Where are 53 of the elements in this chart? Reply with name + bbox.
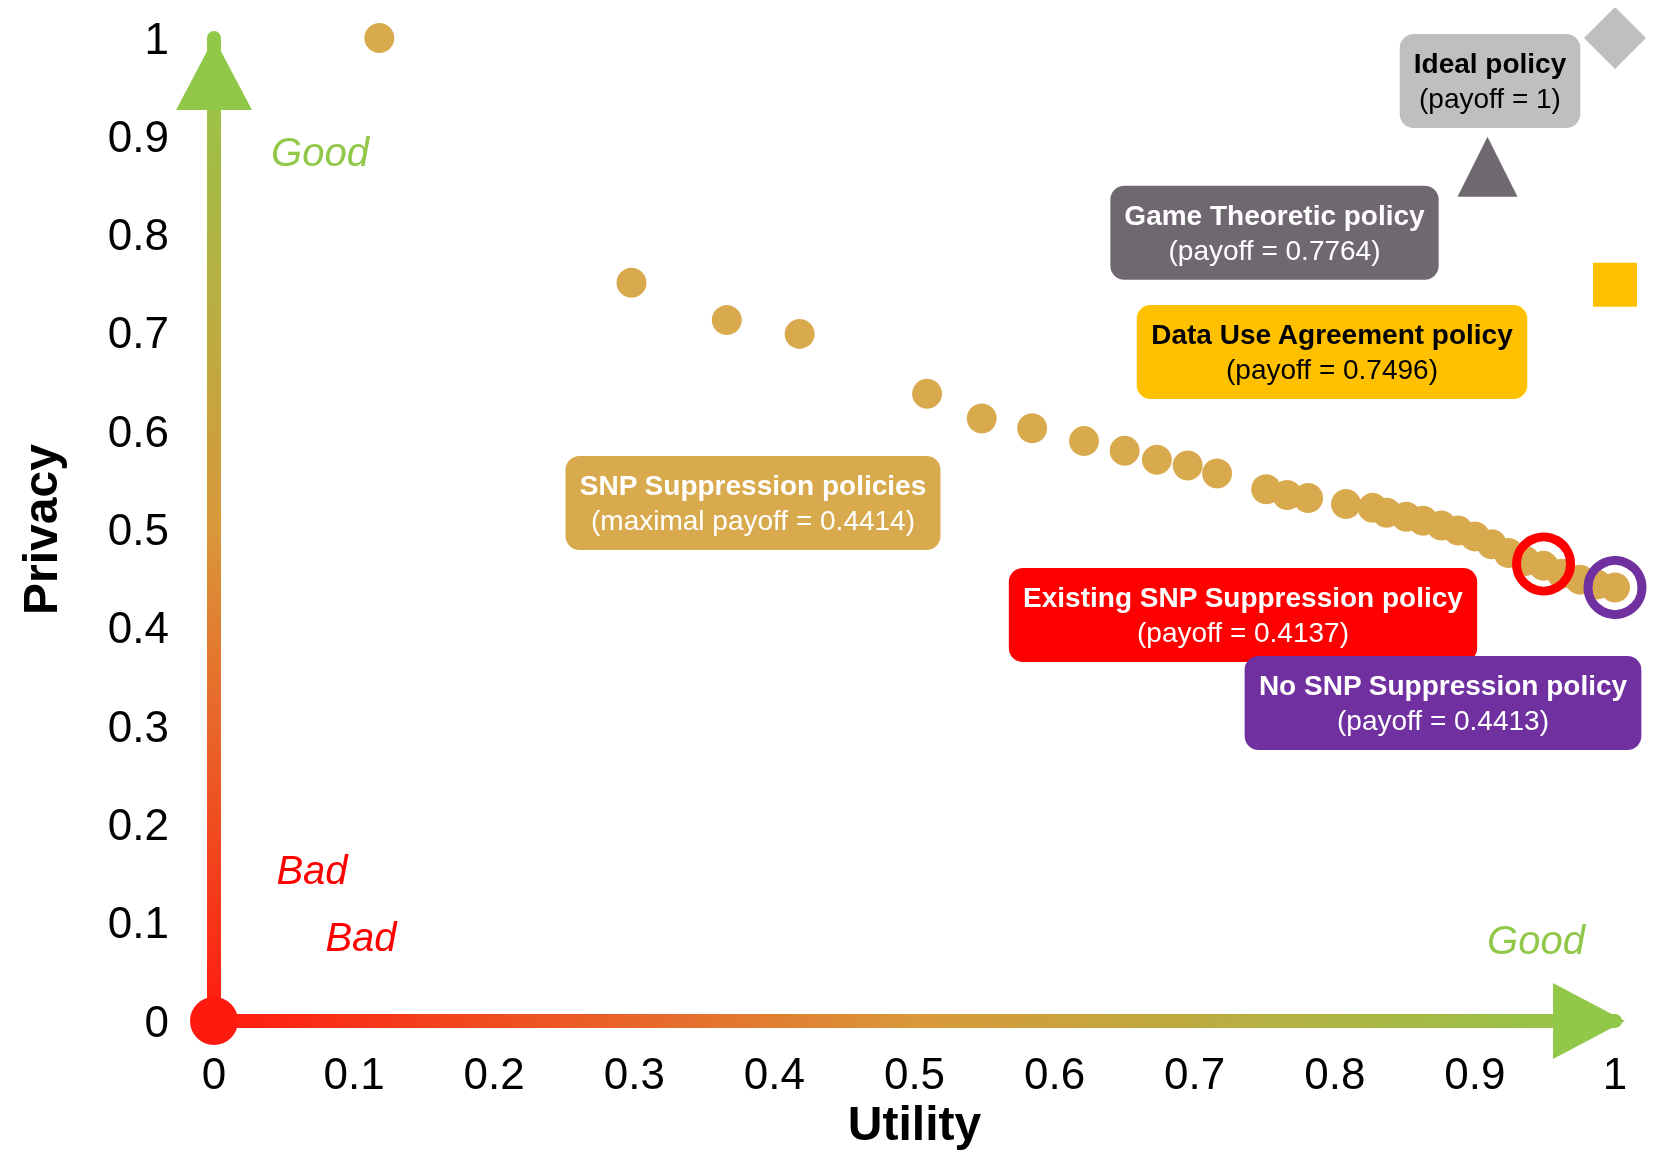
x-tick-label: 0.2 [463, 1048, 525, 1098]
point [1202, 458, 1233, 489]
y-axis-title: Privacy [13, 443, 67, 615]
point [784, 318, 815, 349]
point [1172, 450, 1203, 481]
point [1109, 435, 1140, 466]
point [1457, 136, 1518, 197]
x-tick-label: 0.8 [1304, 1048, 1366, 1098]
point [1017, 413, 1048, 444]
y-tick-label: 0.8 [107, 210, 169, 260]
x-tick-label: 0.4 [743, 1048, 805, 1098]
point [1584, 8, 1646, 69]
x-tick-label: 0 [201, 1048, 227, 1098]
annotation: Ideal policy (payoff = 1) [1413, 48, 1567, 114]
annotation: Bad [325, 915, 399, 959]
point [1512, 532, 1576, 596]
point [711, 305, 742, 336]
annotation: Existing SNP Suppression policy (payoff = 0.4137) [1023, 582, 1464, 648]
y-tick-label: 0.3 [107, 701, 169, 751]
annotation: Good [1487, 918, 1587, 962]
x-tick-label: 0.9 [1444, 1048, 1506, 1098]
x-tick-label: 0.3 [603, 1048, 665, 1098]
y-tick-label: 0 [144, 996, 169, 1046]
annotation: No SNP Suppression policy (payoff = 0.4413) [1258, 670, 1628, 736]
point [912, 378, 943, 409]
point [966, 403, 997, 434]
x-tick-label: 1 [1602, 1048, 1628, 1098]
annotation: Game Theoretic policy (payoff = 0.7764) [1124, 199, 1426, 266]
x-tick-label: 0.7 [1164, 1048, 1226, 1098]
point [364, 23, 395, 53]
x-tick-label: 0.1 [323, 1048, 385, 1098]
x-axis-title: Utility [847, 1097, 982, 1151]
point [616, 267, 647, 298]
point [1141, 444, 1172, 475]
point [1583, 556, 1647, 619]
y-tick-label: 0.7 [107, 308, 169, 358]
y-tick-label: 0.1 [107, 898, 169, 948]
y-tick-label: 0.4 [107, 603, 169, 653]
point [1593, 262, 1637, 307]
point [1293, 483, 1324, 514]
point [1069, 426, 1100, 457]
y-tick-label: 0.5 [107, 505, 169, 554]
annotation: Data Use Agreement policy (payoff = 0.7496) [1151, 319, 1514, 385]
x-tick-label: 0.5 [883, 1048, 946, 1098]
annotation: Bad [276, 848, 350, 892]
x-tick-label: 0.6 [1024, 1048, 1086, 1098]
y-tick-label: 0.9 [107, 111, 169, 161]
annotation: Good [271, 130, 371, 174]
point [1331, 488, 1362, 519]
y-tick-label: 1 [144, 13, 169, 63]
y-tick-label: 0.2 [107, 799, 169, 849]
annotation: SNP Suppression policies (maximal payoff = 0.4414) [579, 470, 927, 536]
y-tick-label: 0.6 [107, 406, 169, 456]
